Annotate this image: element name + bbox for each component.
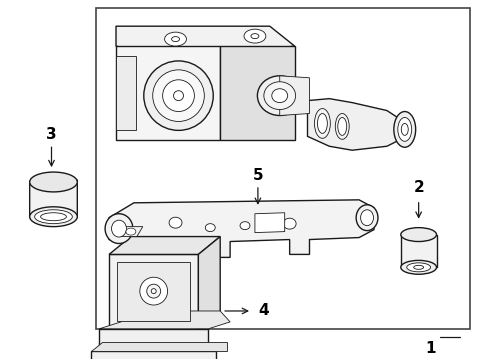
Bar: [117, 262, 191, 321]
Ellipse shape: [30, 207, 77, 227]
Ellipse shape: [244, 29, 266, 43]
Ellipse shape: [398, 117, 412, 141]
Ellipse shape: [165, 32, 187, 46]
Ellipse shape: [151, 289, 156, 294]
Polygon shape: [220, 46, 294, 140]
Polygon shape: [99, 311, 230, 329]
Ellipse shape: [30, 172, 77, 192]
Polygon shape: [308, 99, 407, 150]
Ellipse shape: [144, 61, 213, 130]
Ellipse shape: [169, 217, 182, 228]
Ellipse shape: [172, 37, 179, 41]
Polygon shape: [198, 237, 220, 329]
Ellipse shape: [126, 228, 136, 235]
Ellipse shape: [112, 220, 126, 237]
Ellipse shape: [205, 224, 215, 231]
Ellipse shape: [35, 210, 73, 224]
Ellipse shape: [105, 214, 133, 243]
Ellipse shape: [356, 205, 378, 231]
Polygon shape: [119, 227, 143, 237]
Ellipse shape: [153, 70, 204, 121]
Text: 3: 3: [46, 127, 57, 142]
Ellipse shape: [173, 91, 183, 100]
Ellipse shape: [335, 113, 349, 139]
Bar: [99, 329, 208, 351]
Ellipse shape: [338, 117, 347, 135]
Ellipse shape: [41, 213, 66, 221]
Polygon shape: [116, 56, 136, 130]
Ellipse shape: [272, 89, 288, 103]
Ellipse shape: [251, 33, 259, 39]
Polygon shape: [109, 255, 198, 329]
Polygon shape: [109, 200, 374, 257]
Ellipse shape: [401, 228, 437, 242]
Polygon shape: [91, 342, 227, 351]
Ellipse shape: [361, 210, 373, 226]
Ellipse shape: [283, 218, 296, 229]
Polygon shape: [401, 235, 437, 267]
Polygon shape: [116, 46, 220, 140]
Ellipse shape: [257, 76, 302, 116]
Ellipse shape: [140, 277, 168, 305]
Polygon shape: [116, 26, 294, 56]
Ellipse shape: [414, 265, 424, 269]
Polygon shape: [255, 213, 285, 233]
Bar: [96, 8, 470, 329]
Polygon shape: [91, 351, 216, 360]
Ellipse shape: [401, 123, 408, 135]
Polygon shape: [30, 180, 77, 218]
Text: 5: 5: [252, 167, 263, 183]
Ellipse shape: [407, 263, 431, 272]
Ellipse shape: [401, 260, 437, 274]
Ellipse shape: [147, 284, 161, 298]
Ellipse shape: [394, 112, 416, 147]
Text: 4: 4: [259, 303, 269, 319]
Ellipse shape: [240, 222, 250, 230]
Ellipse shape: [315, 109, 330, 138]
Text: 2: 2: [413, 180, 424, 195]
Polygon shape: [109, 237, 220, 255]
Ellipse shape: [318, 113, 327, 133]
Ellipse shape: [264, 82, 295, 109]
Polygon shape: [280, 76, 310, 116]
Ellipse shape: [163, 80, 195, 112]
Text: 1: 1: [425, 341, 436, 356]
